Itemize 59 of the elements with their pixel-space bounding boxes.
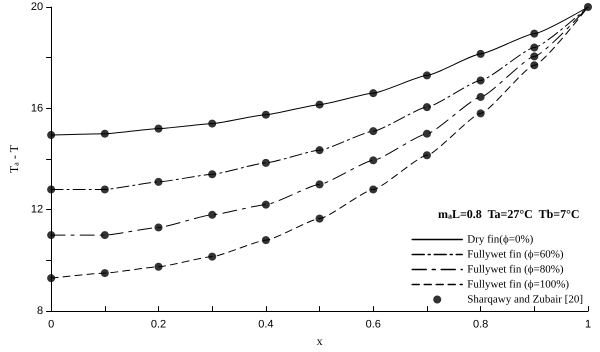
point bbox=[369, 185, 378, 194]
point bbox=[422, 103, 431, 112]
point bbox=[476, 50, 485, 58]
point bbox=[422, 71, 431, 80]
point bbox=[47, 130, 56, 139]
point bbox=[208, 252, 216, 261]
point bbox=[530, 44, 538, 52]
legend-label: Fullywet fin (ϕ=60%) bbox=[467, 248, 564, 260]
legend-label: Sharqawy and Zubair [20] bbox=[467, 294, 584, 306]
point bbox=[316, 214, 324, 223]
x-tick-label: 1 bbox=[584, 318, 592, 331]
point bbox=[530, 61, 538, 70]
point bbox=[208, 210, 216, 219]
point bbox=[208, 170, 216, 178]
point bbox=[369, 127, 378, 136]
y-tick-label: 16 bbox=[30, 102, 44, 114]
point bbox=[208, 120, 216, 128]
point bbox=[262, 236, 270, 244]
point bbox=[476, 76, 485, 84]
point bbox=[316, 100, 324, 109]
point bbox=[100, 231, 109, 240]
point bbox=[100, 185, 109, 194]
point bbox=[530, 52, 538, 60]
x-tick-label: 0.8 bbox=[472, 318, 488, 331]
point bbox=[100, 269, 109, 278]
x-axis-title: x bbox=[316, 334, 323, 348]
point bbox=[316, 180, 324, 188]
point bbox=[422, 151, 431, 160]
legend-label: Dry fin(ϕ=0%) bbox=[467, 234, 534, 246]
y-tick-label: 20 bbox=[30, 1, 44, 13]
point bbox=[47, 274, 56, 282]
point bbox=[476, 92, 485, 101]
point bbox=[100, 130, 109, 138]
point bbox=[584, 3, 592, 11]
legend-label: Fullywet fin (ϕ=100%) bbox=[467, 278, 570, 290]
x-tick-label: 0 bbox=[48, 318, 54, 331]
point bbox=[262, 200, 270, 209]
x-tick-label: 0.6 bbox=[366, 318, 381, 331]
y-tick-label: 8 bbox=[37, 305, 44, 318]
point bbox=[47, 231, 56, 240]
legend-label: Fullywet fin (ϕ=80%) bbox=[467, 264, 564, 276]
y-axis-title: Ta - T bbox=[7, 144, 21, 174]
x-tick-label: 0.4 bbox=[258, 318, 274, 331]
point bbox=[316, 146, 324, 154]
point bbox=[154, 262, 163, 271]
point bbox=[154, 223, 163, 232]
point bbox=[369, 156, 378, 164]
x-tick-label: 0.2 bbox=[150, 318, 166, 331]
point bbox=[262, 158, 270, 167]
point bbox=[154, 124, 163, 133]
point bbox=[530, 30, 538, 38]
point bbox=[47, 185, 56, 194]
point bbox=[369, 89, 378, 98]
y-tick-label: 12 bbox=[30, 204, 44, 216]
point bbox=[422, 130, 431, 138]
point bbox=[476, 109, 485, 118]
legend-title: maL=0.8 Ta=27°C Tb=7°C bbox=[438, 207, 580, 221]
point bbox=[262, 110, 270, 119]
point bbox=[154, 178, 163, 186]
